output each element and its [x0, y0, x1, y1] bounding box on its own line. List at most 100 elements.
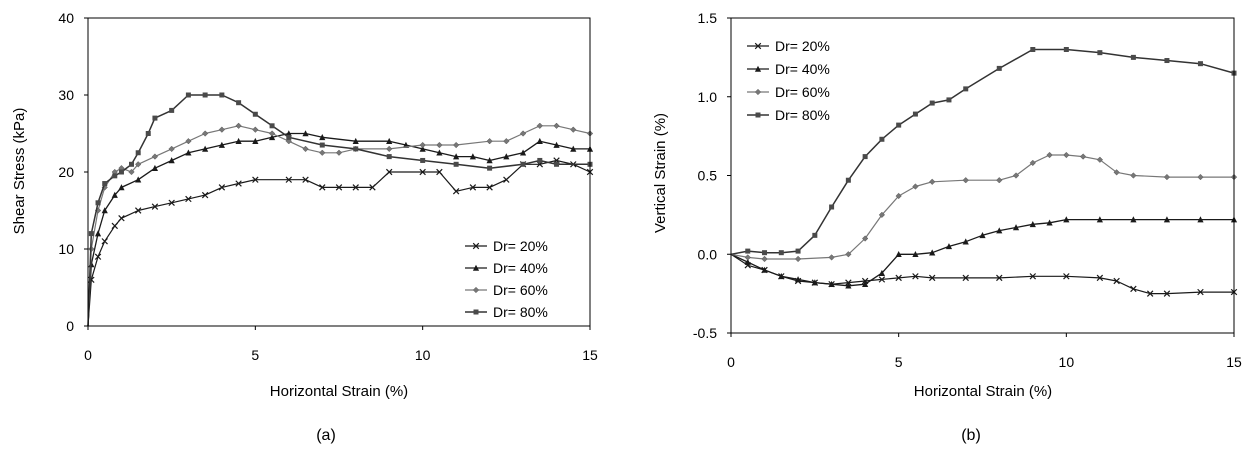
data-point-triangle — [386, 137, 393, 144]
data-point-triangle — [962, 238, 969, 245]
data-point-x — [151, 203, 159, 210]
data-point-square — [912, 111, 918, 117]
data-point-square — [487, 165, 493, 171]
data-point-triangle — [419, 145, 426, 152]
data-point-square — [812, 232, 818, 238]
data-point-x — [302, 176, 309, 183]
data-point-x — [1029, 273, 1037, 280]
data-point-triangle — [553, 141, 560, 148]
data-point-square — [1197, 61, 1203, 67]
data-point-triangle — [503, 153, 510, 160]
data-point-square — [386, 154, 392, 160]
y-tick-label: 30 — [58, 87, 74, 103]
legend-label: Dr= 80% — [775, 107, 830, 123]
data-point-x — [878, 276, 886, 283]
data-point-square — [252, 111, 258, 117]
data-point-diamond — [1096, 156, 1104, 163]
data-point-triangle — [185, 149, 192, 156]
legend-marker-square — [755, 112, 761, 118]
data-point-triangle — [111, 191, 118, 198]
data-point-triangle — [895, 250, 902, 258]
data-point-square — [829, 204, 835, 210]
data-point-square — [862, 154, 868, 160]
x-tick-label: 0 — [84, 347, 92, 363]
data-point-triangle — [135, 176, 142, 183]
data-point-triangle — [151, 164, 159, 171]
data-point-x — [319, 184, 326, 191]
data-point-diamond — [1046, 151, 1053, 159]
data-point-triangle — [285, 130, 292, 137]
data-point-square — [236, 100, 242, 106]
data-point-diamond — [1012, 172, 1020, 179]
data-point-square — [219, 92, 225, 98]
data-point-x — [218, 184, 226, 191]
data-point-triangle — [828, 280, 835, 287]
data-point-triangle — [862, 280, 869, 287]
data-point-triangle — [453, 153, 460, 160]
y-tick-label: 10 — [58, 241, 74, 257]
data-point-diamond — [302, 145, 309, 153]
data-point-diamond — [1029, 159, 1036, 167]
data-point-diamond — [386, 145, 393, 153]
data-point-square — [520, 161, 526, 167]
data-point-diamond — [878, 211, 886, 219]
x-tick-label: 10 — [1059, 354, 1075, 370]
data-point-x — [928, 274, 936, 282]
data-point-square — [963, 86, 969, 92]
legend-b: Dr= 20% Dr= 40% Dr= 60% Dr= 80% — [747, 38, 830, 123]
chart-panel-b: 0 5 10 15-0.50.00.51.01.5 Dr= 20%Dr= 40%Dr=… — [652, 10, 1242, 444]
data-point-x — [996, 274, 1003, 282]
data-point-triangle — [302, 130, 309, 137]
data-point-x — [436, 168, 443, 176]
data-point-triangle — [486, 157, 493, 164]
data-point-x — [385, 168, 393, 176]
data-point-square — [185, 92, 191, 98]
data-point-x — [1197, 288, 1204, 296]
legend-marker-x — [472, 242, 480, 250]
data-point-diamond — [929, 178, 936, 185]
data-point-square — [996, 65, 1002, 71]
data-point-square — [554, 161, 560, 167]
data-point-triangle — [1063, 216, 1070, 223]
data-point-square — [118, 169, 124, 175]
legend-a: Dr= 20% Dr= 40% Dr= 60% Dr= 80% — [465, 238, 548, 320]
legend-label: Dr= 60% — [775, 84, 830, 100]
data-point-square — [1130, 54, 1136, 60]
data-point-diamond — [1163, 173, 1171, 181]
data-point-diamond — [761, 255, 768, 263]
y-tick-label: 1.0 — [698, 89, 718, 105]
data-point-x — [185, 195, 192, 203]
data-point-diamond — [1079, 153, 1087, 160]
data-point-x — [1146, 290, 1154, 297]
series-line-square — [87, 94, 590, 327]
data-point-triangle — [218, 141, 225, 148]
data-point-x — [469, 184, 477, 191]
data-point-diamond — [1130, 172, 1137, 179]
legend-label: Dr= 80% — [493, 304, 548, 320]
data-point-diamond — [128, 168, 135, 176]
axes-a: 0 5 10 15 0 10 20 30 40 — [58, 10, 598, 363]
data-point-diamond — [845, 251, 852, 258]
series-line-diamond — [730, 154, 1234, 260]
legend-marker-x — [754, 42, 762, 50]
legend-marker-diamond — [754, 88, 762, 96]
data-point-x — [1063, 273, 1070, 280]
legend-label: Dr= 40% — [775, 61, 830, 77]
data-point-triangle — [235, 137, 242, 144]
data-point-square — [929, 100, 935, 106]
data-point-diamond — [218, 126, 226, 133]
data-point-diamond — [185, 138, 192, 145]
data-point-square — [1097, 50, 1103, 56]
data-point-diamond — [168, 145, 175, 153]
data-point-triangle — [761, 266, 768, 273]
data-point-diamond — [912, 183, 919, 190]
y-tick-label: 1.5 — [698, 10, 718, 26]
data-point-diamond — [252, 126, 259, 133]
legend-label: Dr= 60% — [493, 282, 548, 298]
data-point-triangle — [744, 258, 751, 265]
x-tick-label: 15 — [582, 347, 598, 363]
y-axis-label-a: Shear Stress (kPa) — [11, 108, 28, 235]
data-point-square — [453, 161, 459, 167]
data-point-triangle — [118, 184, 125, 191]
